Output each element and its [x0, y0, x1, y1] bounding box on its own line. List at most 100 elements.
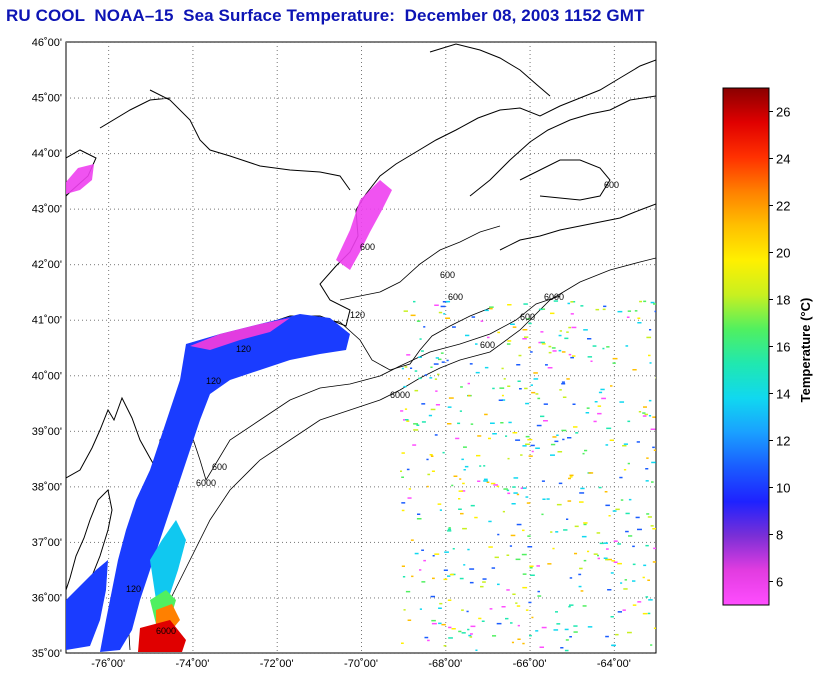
grid-dot — [192, 142, 194, 143]
grid-dot — [276, 146, 278, 147]
grid-dot — [370, 97, 371, 99]
grid-dot — [442, 319, 443, 321]
grid-dot — [192, 302, 194, 303]
grid-dot — [361, 274, 362, 275]
grid-dot — [110, 264, 111, 266]
grid-dot — [529, 490, 531, 491]
grid-dot — [445, 442, 447, 443]
grid-dot — [338, 653, 339, 654]
grid-dot — [186, 42, 187, 43]
grid-dot — [74, 208, 75, 210]
grid-dot — [518, 319, 519, 321]
grid-dot — [613, 282, 615, 283]
sst-speckle — [558, 334, 562, 337]
grid-dot — [378, 153, 379, 155]
grid-dot — [270, 264, 271, 266]
grid-dot — [108, 142, 110, 143]
grid-dot — [322, 486, 323, 488]
grid-dot — [362, 42, 363, 43]
grid-dot — [98, 375, 99, 377]
grid-dot — [638, 375, 639, 377]
grid-dot — [194, 319, 195, 321]
grid-dot — [90, 42, 91, 43]
grid-dot — [361, 642, 362, 643]
grid-dot — [108, 146, 110, 147]
grid-dot — [278, 375, 279, 377]
sst-speckle — [610, 572, 614, 574]
grid-dot — [361, 118, 362, 119]
grid-dot — [490, 541, 491, 543]
grid-dot — [613, 258, 615, 259]
sst-speckle — [645, 596, 649, 598]
grid-dot — [276, 518, 278, 519]
grid-dot — [562, 153, 563, 155]
grid-dot — [258, 653, 259, 654]
sst-speckle — [462, 482, 465, 485]
grid-dot — [494, 97, 495, 99]
grid-dot — [178, 208, 179, 210]
grid-dot — [361, 446, 362, 447]
sst-speckle — [619, 401, 625, 403]
sst-speckle — [469, 636, 473, 638]
grid-dot — [361, 474, 362, 475]
sst-speckle — [403, 419, 406, 421]
grid-dot — [445, 254, 447, 255]
grid-dot — [613, 182, 615, 183]
grid-dot — [482, 486, 483, 488]
grid-dot — [546, 541, 547, 543]
sst-speckle — [487, 336, 490, 339]
grid-dot — [445, 194, 447, 195]
grid-dot — [210, 42, 211, 43]
grid-dot — [322, 264, 323, 266]
sst-speckle — [410, 314, 416, 317]
grid-dot — [634, 486, 635, 488]
grid-dot — [338, 153, 339, 155]
grid-dot — [206, 653, 207, 654]
grid-dot — [445, 90, 447, 91]
grid-dot — [445, 578, 447, 579]
grid-dot — [426, 42, 427, 43]
grid-dot — [242, 597, 243, 599]
sst-speckle — [566, 331, 569, 333]
grid-dot — [192, 174, 194, 175]
grid-dot — [82, 208, 83, 210]
grid-dot — [108, 510, 110, 511]
grid-dot — [529, 538, 531, 539]
grid-dot — [178, 597, 179, 599]
grid-dot — [410, 486, 411, 488]
grid-dot — [402, 430, 403, 432]
grid-dot — [108, 482, 110, 483]
grid-dot — [529, 274, 531, 275]
grid-dot — [66, 375, 67, 377]
sst-speckle — [570, 313, 574, 315]
grid-dot — [613, 414, 615, 415]
grid-dot — [458, 375, 459, 377]
sst-speckle — [432, 577, 435, 580]
grid-dot — [361, 150, 362, 151]
grid-dot — [529, 198, 531, 199]
sst-speckle — [494, 556, 499, 559]
grid-dot — [192, 214, 194, 215]
grid-dot — [529, 86, 531, 87]
grid-dot — [486, 208, 487, 210]
grid-dot — [445, 558, 447, 559]
grid-dot — [276, 506, 278, 507]
grid-dot — [130, 486, 131, 488]
grid-dot — [118, 42, 119, 43]
sst-speckle — [441, 623, 446, 626]
grid-dot — [558, 97, 559, 99]
grid-dot — [490, 375, 491, 377]
grid-dot — [276, 642, 278, 643]
grid-dot — [108, 302, 110, 303]
grid-dot — [578, 319, 579, 321]
grid-dot — [318, 597, 319, 599]
grid-dot — [130, 264, 131, 266]
sst-speckle — [443, 645, 447, 647]
grid-dot — [450, 430, 451, 432]
sst-speckle — [541, 480, 545, 482]
grid-dot — [478, 597, 479, 599]
grid-dot — [158, 97, 159, 99]
sst-speckle — [647, 516, 652, 518]
grid-dot — [613, 366, 615, 367]
grid-dot — [282, 653, 283, 654]
